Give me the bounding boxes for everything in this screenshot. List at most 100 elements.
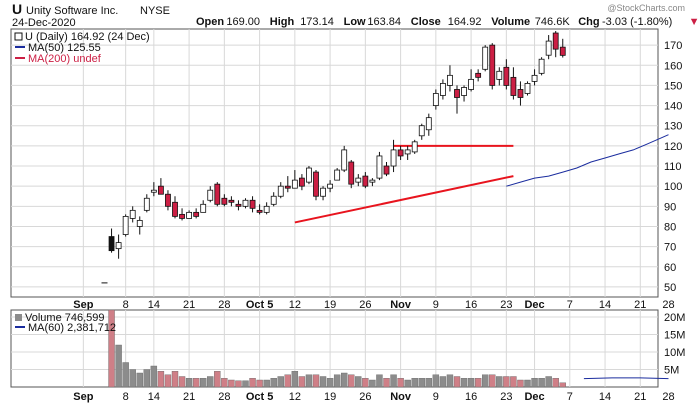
- price-x-tick: Oct 5: [246, 299, 274, 311]
- volume-bar: [291, 371, 299, 388]
- volume-bar: [545, 376, 552, 388]
- volume-bar: [129, 369, 136, 388]
- volume-bar: [531, 378, 538, 388]
- volume-bar: [249, 378, 256, 388]
- volume-bar: [305, 374, 313, 388]
- candle-body: [242, 199, 249, 207]
- candle-body: [404, 149, 411, 155]
- volume-x-tick: Dec: [524, 391, 544, 403]
- candle-body: [383, 165, 390, 175]
- price-tick-50: 50: [664, 282, 676, 294]
- volume-bar: [482, 374, 489, 388]
- volume-bar: [256, 379, 263, 388]
- volume-x-tick: Sep: [73, 391, 93, 403]
- candle-body: [298, 177, 305, 187]
- stat-value-low: 163.84: [367, 16, 401, 28]
- candle-body: [348, 161, 355, 185]
- chart-date: 24-Dec-2020: [12, 17, 76, 29]
- candle-body: [475, 72, 482, 78]
- volume-tick-20: 20M: [664, 312, 685, 324]
- volume-tick-10: 10M: [664, 347, 685, 359]
- volume-bar: [538, 378, 545, 388]
- candle-body: [559, 46, 566, 56]
- candle-body: [425, 117, 432, 131]
- candle-body: [447, 74, 453, 86]
- price-x-tick: 16: [465, 299, 477, 311]
- candle-body: [129, 209, 136, 219]
- candle-body: [186, 211, 193, 219]
- candle-body: [327, 183, 334, 189]
- price-x-tick: 19: [324, 299, 336, 311]
- price-x-tick: 9: [433, 299, 439, 311]
- candle-body: [454, 89, 460, 98]
- volume-bar: [214, 371, 221, 388]
- volume-x-tick: 14: [148, 391, 160, 403]
- price-tick-90: 90: [664, 201, 676, 213]
- volume-bar: [552, 378, 559, 388]
- volume-bar: [185, 378, 193, 388]
- candle-body: [341, 149, 348, 171]
- candle-body: [228, 199, 235, 203]
- candle-body: [418, 125, 425, 137]
- volume-bar: [270, 378, 277, 388]
- volume-bar: [192, 378, 200, 388]
- legend-volume-swatch: [15, 314, 22, 321]
- volume-x-tick: 12: [289, 391, 301, 403]
- candle-body: [362, 175, 369, 187]
- price-x-tick: 28: [218, 299, 230, 311]
- price-tick-80: 80: [664, 221, 676, 233]
- candle-body: [172, 201, 178, 217]
- candle-body: [235, 203, 242, 207]
- candle-body: [545, 40, 552, 56]
- price-x-tick: 21: [183, 299, 195, 311]
- stat-value-volume: 746.6K: [535, 16, 571, 28]
- price-grid: [11, 29, 658, 297]
- price-x-tick: 14: [599, 299, 611, 311]
- legend-ma50: MA(50) 125.55: [28, 42, 101, 54]
- price-tick-110: 110: [664, 161, 682, 173]
- volume-x-tick: 9: [433, 391, 439, 403]
- price-x-tick: 23: [500, 299, 512, 311]
- candle-body: [397, 149, 404, 157]
- volume-bar: [221, 378, 228, 388]
- candle-body: [249, 199, 256, 209]
- candle-body: [432, 93, 439, 106]
- candle-body: [510, 76, 517, 96]
- price-legend: U (Daily) 164.92 (24 Dec) MA(50) 125.55 …: [14, 31, 150, 65]
- volume-bar: [143, 369, 151, 388]
- price-tick-100: 100: [664, 181, 682, 193]
- volume-bar: [376, 374, 383, 388]
- candle-body: [376, 155, 383, 179]
- volume-bar: [235, 380, 242, 388]
- stat-value-open: 169.00: [226, 16, 260, 28]
- price-tick-140: 140: [664, 101, 682, 113]
- candle-body: [143, 197, 150, 211]
- price-x-tick: 12: [289, 299, 301, 311]
- price-axis-labels: 50 60 70 80 90 100 110 120 130 140 150 160 170: [664, 40, 682, 294]
- volume-bar: [453, 376, 461, 388]
- volume-bar: [397, 378, 404, 388]
- volume-x-tick: 14: [599, 391, 611, 403]
- candle-body: [313, 171, 319, 197]
- stat-label-low: Low: [344, 16, 366, 28]
- volume-x-tick: 8: [123, 391, 129, 403]
- candle-body: [108, 236, 115, 252]
- price-tick-120: 120: [664, 141, 682, 153]
- volume-x-tick: 23: [500, 391, 512, 403]
- price-x-tick: 28: [662, 299, 674, 311]
- stat-label-chg: Chg: [578, 16, 599, 28]
- candle-body: [334, 169, 341, 181]
- volume-bar: [362, 378, 369, 388]
- volume-bar: [503, 376, 510, 388]
- candle-body: [320, 187, 326, 197]
- legend-candle-swatch: [14, 32, 23, 41]
- volume-bar: [404, 379, 411, 388]
- volume-legend: Volume 746,599 MA(60) 2,381,712: [15, 312, 116, 334]
- volume-x-tick: 7: [567, 391, 573, 403]
- volume-bar: [115, 344, 122, 388]
- stat-label-high: High: [270, 16, 295, 28]
- price-panel-frame: [10, 28, 659, 298]
- candle-body: [552, 32, 559, 50]
- price-x-tick: 26: [359, 299, 371, 311]
- volume-bar: [425, 378, 432, 388]
